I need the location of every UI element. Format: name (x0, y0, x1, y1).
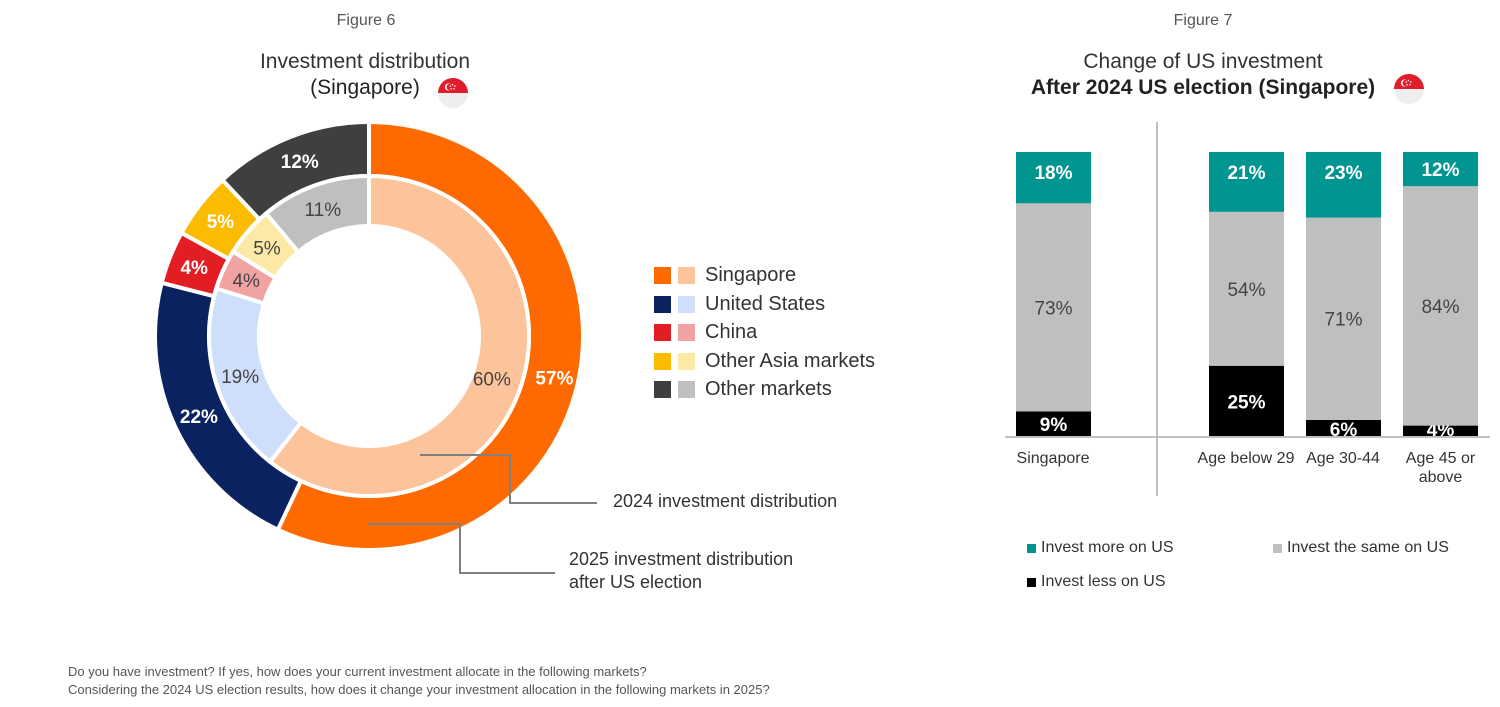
bar-segment-invest-more-on-us (1016, 152, 1091, 204)
annotation-inner-ring: 2024 investment distribution (613, 491, 838, 511)
outer-slice-label: 5% (207, 212, 235, 233)
bar-value-label: 25% (1227, 392, 1265, 413)
outer-slice-label: 22% (180, 407, 218, 428)
inner-slice-label: 5% (253, 239, 281, 260)
bar-segment-invest-the-same-on-us (1209, 211, 1284, 366)
bar-value-label: 71% (1324, 310, 1362, 331)
annotation-outer-ring-line1: 2025 investment distribution (569, 549, 794, 569)
bar-value-label: 21% (1227, 163, 1265, 184)
footnote-line2: Considering the 2024 US election results… (68, 682, 770, 697)
figure6-title-line2: (Singapore) (310, 76, 420, 99)
legend-swatch-light (678, 267, 695, 284)
inner-slice-other-markets (263, 173, 371, 255)
bar-segment-invest-the-same-on-us (1306, 217, 1381, 420)
category-label-age-45-above: Age 45 or above (1405, 450, 1476, 486)
legend-swatch-light (678, 324, 695, 341)
category-label-age-below-29: Age below 29 (1197, 450, 1295, 467)
legend-label: Other Asia markets (705, 350, 876, 372)
inner-slice-label: 4% (232, 271, 260, 292)
legend-label: United States (705, 293, 826, 315)
legend-item-invest-less: Invest less on US (1027, 573, 1166, 591)
outer-ring-leader-line (368, 523, 555, 574)
bar-segment-invest-less-on-us (1016, 411, 1091, 437)
singapore-flag-icon (438, 78, 468, 108)
outer-slice-label: 4% (180, 258, 208, 279)
legend-item-other-asia: Other Asia markets (654, 350, 875, 373)
legend-swatch-dark (654, 296, 671, 313)
bar-value-label: 18% (1034, 163, 1072, 184)
donut-inner-ring (207, 173, 531, 498)
legend-label: Other markets (705, 378, 832, 400)
donut-chart: 60% 19% 4% 5% 11% 57% 22% 4% 5% 12% (155, 122, 597, 574)
legend-label: Invest the same on US (1287, 539, 1449, 556)
inner-slice-label: 60% (473, 370, 511, 391)
bar-segment-invest-more-on-us (1209, 152, 1284, 212)
bar-value-label: 6% (1330, 420, 1358, 441)
annotation-outer-ring-line2: after US election (569, 572, 703, 592)
singapore-flag-icon (1394, 74, 1424, 104)
category-label-age-30-44: Age 30-44 (1306, 450, 1380, 467)
figure7-title-line2: After 2024 US election (Singapore) (1030, 76, 1376, 99)
figure6-title-line1: Investment distribution (259, 50, 471, 73)
bar-value-label: 12% (1421, 160, 1459, 181)
legend-item-invest-more: Invest more on US (1027, 539, 1174, 557)
legend-label: Singapore (705, 264, 797, 286)
figure7-title-line1: Change of US investment (1083, 50, 1323, 73)
bar-segment-invest-less-on-us (1306, 419, 1381, 437)
legend-swatch-light (678, 296, 695, 313)
donut-labels: 60% 19% 4% 5% 11% 57% 22% 4% 5% 12% (180, 152, 574, 428)
legend-swatch (1027, 577, 1036, 587)
bar-value-label: 54% (1227, 280, 1265, 301)
inner-slice-label: 11% (305, 200, 342, 221)
legend-label: Invest less on US (1041, 573, 1166, 590)
bar-segment-invest-less-on-us (1403, 425, 1478, 437)
bar-value-label: 84% (1421, 297, 1459, 318)
bar-segment-invest-less-on-us (1209, 365, 1284, 437)
bar-value-label: 23% (1324, 163, 1362, 184)
legend-item-united-states: United States (654, 293, 825, 316)
outer-slice-label: 57% (535, 368, 573, 389)
bar-segment-invest-the-same-on-us (1016, 203, 1091, 412)
bar-segment-invest-more-on-us (1306, 152, 1381, 218)
legend-swatch-light (678, 353, 695, 370)
legend-swatch-dark (654, 324, 671, 341)
legend-label: China (705, 321, 758, 343)
outer-slice-label: 12% (281, 152, 319, 173)
legend-item-china: China (654, 321, 757, 344)
legend-swatch-dark (654, 267, 671, 284)
inner-slice-singapore (267, 173, 531, 498)
legend-swatch (1273, 543, 1282, 553)
figure6-label: Figure 6 (336, 12, 396, 29)
bar-value-label: 73% (1034, 298, 1072, 319)
legend-item-other-markets: Other markets (654, 378, 832, 401)
legend-item-invest-same: Invest the same on US (1273, 539, 1449, 557)
legend-item-singapore: Singapore (654, 264, 796, 287)
bar-value-label: 9% (1040, 415, 1068, 436)
category-label-singapore: Singapore (1016, 450, 1090, 467)
footnote-line1: Do you have investment? If yes, how does… (68, 664, 647, 679)
inner-slice-label: 19% (221, 367, 259, 388)
stacked-bar-chart: 9%73%18%25%54%21%6%71%23%4%84%12% (1005, 122, 1490, 496)
legend-swatch (1027, 543, 1036, 553)
inner-ring-leader-line (420, 454, 597, 504)
legend-swatch-dark (654, 381, 671, 398)
legend-swatch-dark (654, 353, 671, 370)
bar-series: 9%73%18%25%54%21%6%71%23%4%84%12% (1016, 152, 1478, 441)
figure7-label: Figure 7 (1173, 12, 1233, 29)
legend-swatch-light (678, 381, 695, 398)
bar-segment-invest-the-same-on-us (1403, 186, 1478, 426)
bar-segment-invest-more-on-us (1403, 152, 1478, 187)
legend-label: Invest more on US (1041, 539, 1174, 556)
